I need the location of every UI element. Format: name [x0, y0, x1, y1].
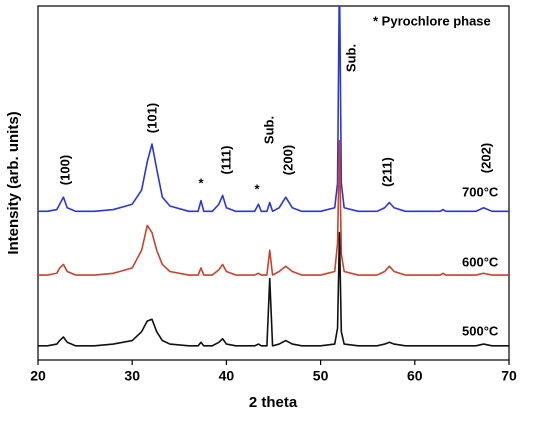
legend-note: * Pyrochlore phase: [373, 13, 491, 28]
series-label: 700°C: [462, 184, 499, 199]
peak-annotation: *: [254, 181, 260, 196]
x-tick-label: 70: [501, 368, 517, 384]
peak-annotation: (200): [280, 145, 295, 175]
series-line: [38, 6, 509, 213]
peak-annotation: *: [198, 175, 204, 190]
x-tick-label: 20: [30, 368, 46, 384]
peak-annotation: Sub.: [343, 44, 358, 72]
series-label: 600°C: [462, 254, 499, 269]
y-axis-title: Intensity (arb. units): [5, 111, 22, 254]
peak-annotation: (211): [379, 157, 394, 187]
plot-frame: [37, 5, 510, 361]
peak-annotation: (100): [57, 155, 72, 185]
series-label: 500°C: [462, 323, 499, 338]
peak-annotation: Sub.: [261, 116, 276, 144]
series-line: [38, 139, 509, 276]
plot-area: [38, 6, 509, 347]
x-tick-label: 40: [219, 368, 235, 384]
x-tick-label: 60: [407, 368, 423, 384]
peak-annotation: (202): [478, 143, 493, 173]
x-tick-label: 50: [313, 368, 329, 384]
peak-annotation: (111): [218, 146, 233, 175]
peak-annotation: (101): [144, 103, 159, 133]
x-axis-title: 2 theta: [249, 394, 298, 411]
series-line: [38, 231, 509, 347]
x-tick-label: 30: [124, 368, 140, 384]
